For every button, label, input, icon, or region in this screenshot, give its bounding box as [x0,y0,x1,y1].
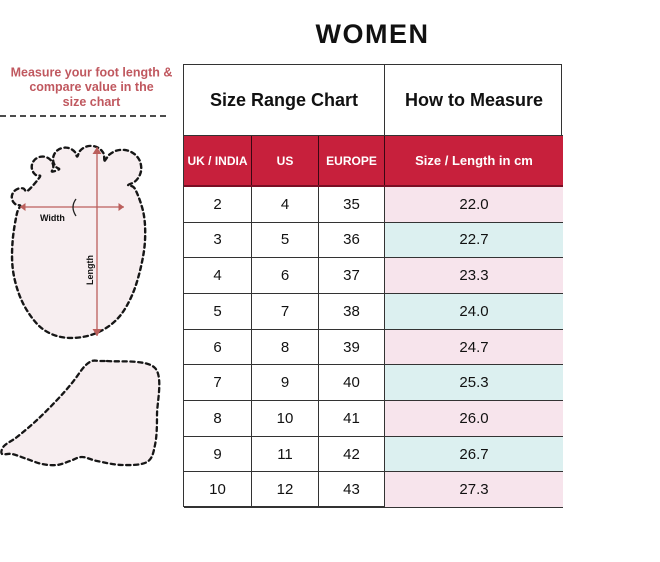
svg-text:Length: Length [85,255,95,285]
svg-text:Width: Width [40,213,65,223]
